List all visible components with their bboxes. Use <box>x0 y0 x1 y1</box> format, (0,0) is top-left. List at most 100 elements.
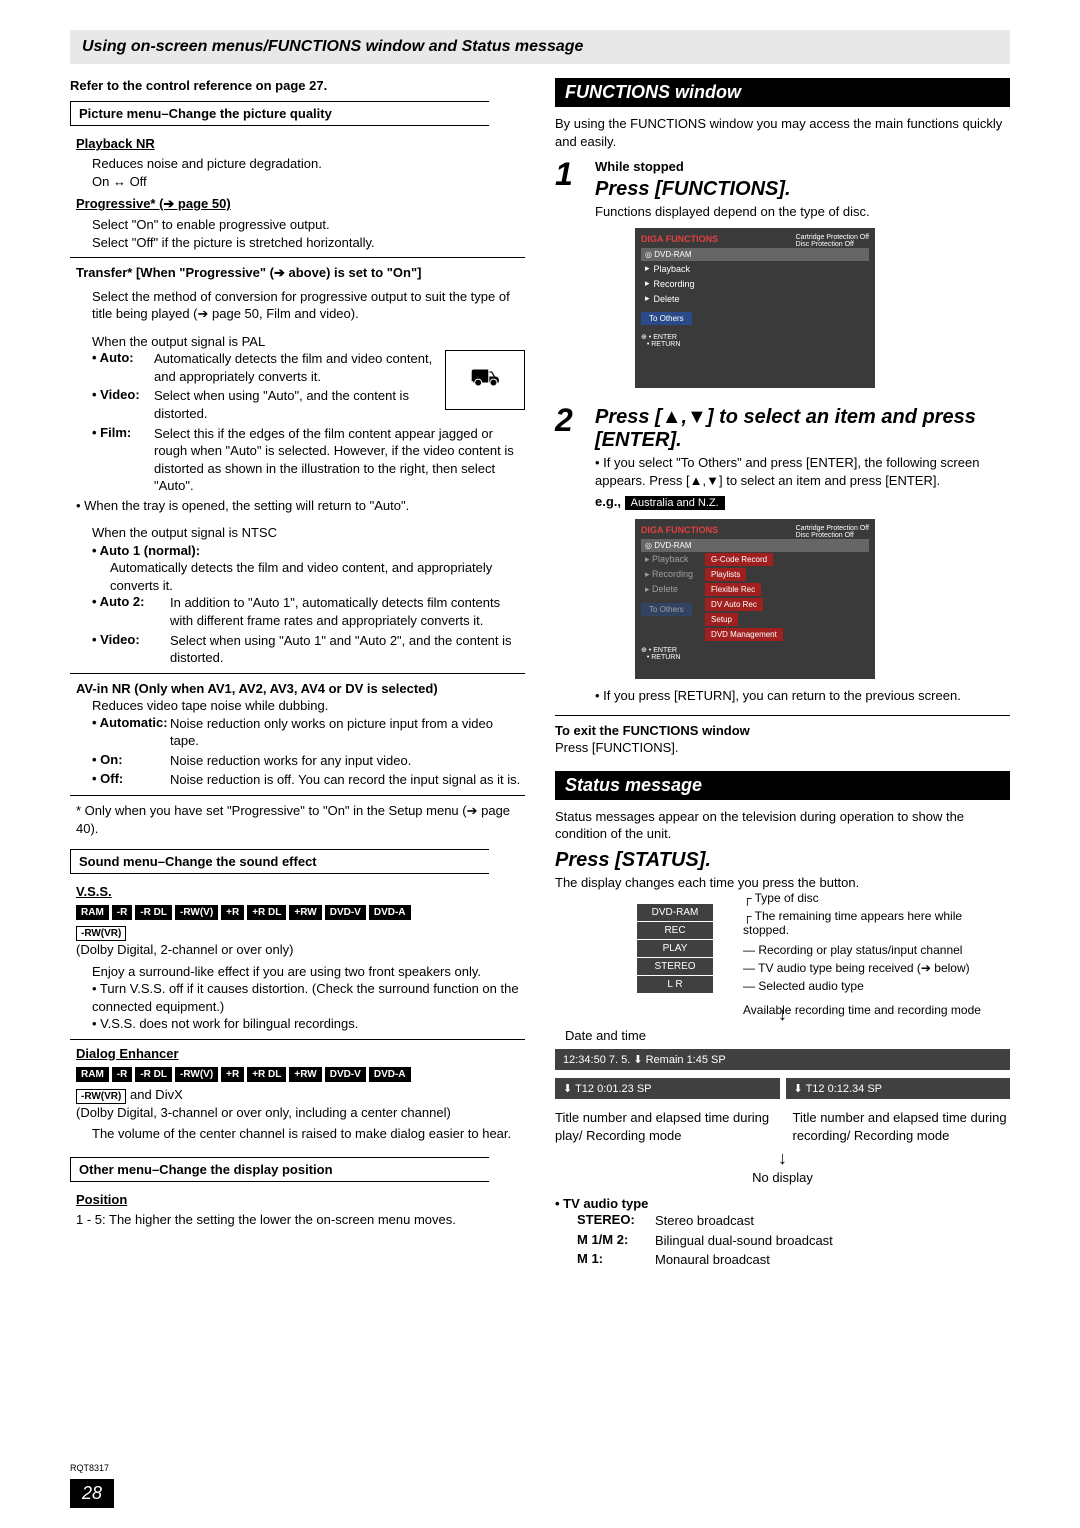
format-chip: +RW <box>289 905 321 920</box>
m1-v: Monaural broadcast <box>655 1251 1010 1269</box>
format-chip: DVD-A <box>369 1067 411 1082</box>
format-chip: +R <box>221 905 244 920</box>
stereo-l: STEREO: <box>577 1212 655 1230</box>
time-bar-2b: ⬇ T12 0:12.34 SP <box>786 1078 1011 1099</box>
functions-screenshot-1: DIGA FUNCTIONS Cartridge Protection OffD… <box>635 228 875 388</box>
label-remain: ┌ The remaining time appears here while … <box>743 909 1010 937</box>
playback-nr-opts: On ↔ Off <box>92 173 525 191</box>
format-chip: -RW(V) <box>175 1067 218 1082</box>
m12-v: Bilingual dual-sound broadcast <box>655 1232 1010 1250</box>
dialog-p1: The volume of the center channel is rais… <box>92 1125 525 1143</box>
page-header: Using on-screen menus/FUNCTIONS window a… <box>70 30 1010 64</box>
auto1-label: • Auto 1 (normal): <box>92 542 525 560</box>
transfer-title: Transfer* [When "Progressive" (➔ above) … <box>76 264 525 282</box>
tray-note: • When the tray is opened, the setting w… <box>76 497 525 515</box>
functions-screenshot-2: DIGA FUNCTIONS Cartridge Protection OffD… <box>635 519 875 679</box>
progressive-title: Progressive* (➔ page 50) <box>76 196 525 212</box>
format-chip: +R DL <box>247 905 286 920</box>
m12-l: M 1/M 2: <box>577 1232 655 1250</box>
m1-l: M 1: <box>577 1251 655 1269</box>
display-box: REC <box>637 922 713 939</box>
transfer-body: Select the method of conversion for prog… <box>92 288 525 323</box>
auto2-body: In addition to "Auto 1", automatically d… <box>170 594 525 629</box>
format-chip: -R DL <box>135 1067 172 1082</box>
progressive-l2: Select "Off" if the picture is stretched… <box>92 234 525 252</box>
time-bar-2a: ⬇ T12 0:01.23 SP <box>555 1078 780 1099</box>
format-chip: +R <box>221 1067 244 1082</box>
automatic-label: • Automatic: <box>92 715 170 750</box>
no-display: No display <box>555 1169 1010 1187</box>
format-chip: +R DL <box>247 1067 286 1082</box>
picture-menu-bar: Picture menu–Change the picture quality <box>70 101 489 126</box>
format-chip: DVD-V <box>325 1067 366 1082</box>
press-functions: Press [FUNCTIONS]. <box>595 178 1010 201</box>
press-select: Press [▲,▼] to select an item and press … <box>595 406 1010 452</box>
display-box: L R <box>637 976 713 993</box>
step2-b2: • If you press [RETURN], you can return … <box>595 687 1010 705</box>
vss-b2: • V.S.S. does not work for bilingual rec… <box>92 1015 525 1033</box>
film-body: Select this if the edges of the film con… <box>154 425 525 495</box>
label-tv: — TV audio type being received (➔ below) <box>743 961 970 975</box>
ntsc-title: When the output signal is NTSC <box>92 524 525 542</box>
progressive-footnote: * Only when you have set "Progressive" t… <box>76 802 525 837</box>
progressive-l1: Select "On" to enable progressive output… <box>92 216 525 234</box>
vss-chips: RAM-R-R DL-RW(V)+R+R DL+RWDVD-VDVD-A <box>76 905 525 920</box>
display-box: STEREO <box>637 958 713 975</box>
tv-audio-title: • TV audio type <box>555 1195 1010 1213</box>
playback-nr-body: Reduces noise and picture degradation. <box>92 155 525 173</box>
format-chip: -R DL <box>135 905 172 920</box>
auto-label: • Auto: <box>92 350 154 385</box>
step-2-num: 2 <box>555 404 585 704</box>
other-menu-bar: Other menu–Change the display position <box>70 1157 489 1182</box>
video-label: • Video: <box>92 387 154 422</box>
dialog-note: (Dolby Digital, 3-channel or over only, … <box>76 1104 525 1122</box>
exit-body: Press [FUNCTIONS]. <box>555 739 1010 757</box>
auto1-body: Automatically detects the film and video… <box>110 559 525 594</box>
status-message-bar: Status message <box>555 771 1010 800</box>
stereo-v: Stereo broadcast <box>655 1212 1010 1230</box>
step2-b1: • If you select "To Others" and press [E… <box>595 454 1010 489</box>
vss-chip-extra: -RW(VR) <box>76 926 126 941</box>
off-body: Noise reduction is off. You can record t… <box>170 771 525 789</box>
dialog-extra-chip: -RW(VR) <box>76 1089 126 1104</box>
dialog-extra: and DivX <box>130 1087 183 1102</box>
label-rec: — Recording or play status/input channel <box>743 943 962 957</box>
playback-nr-title: Playback NR <box>76 136 525 151</box>
display-box: DVD-RAM <box>637 904 713 921</box>
on-body: Noise reduction works for any input vide… <box>170 752 525 770</box>
format-chip: +RW <box>289 1067 321 1082</box>
format-chip: RAM <box>76 1067 109 1082</box>
status-sub: The display changes each time you press … <box>555 874 1010 892</box>
vss-p1: Enjoy a surround-like effect if you are … <box>92 963 525 981</box>
video2-label: • Video: <box>92 632 170 667</box>
step-1-num: 1 <box>555 158 585 396</box>
functions-intro: By using the FUNCTIONS window you may ac… <box>555 115 1010 150</box>
status-intro: Status messages appear on the television… <box>555 808 1010 843</box>
eg-aus: e.g., Australia and N.Z. <box>595 493 1010 511</box>
format-chip: -R <box>112 905 133 920</box>
automatic-body: Noise reduction only works on picture in… <box>170 715 525 750</box>
position-title: Position <box>76 1192 525 1207</box>
page-number: 28 <box>70 1479 114 1508</box>
pal-title: When the output signal is PAL <box>92 333 525 351</box>
format-chip: -R <box>112 1067 133 1082</box>
format-chip: DVD-A <box>369 905 411 920</box>
label-avail: Available recording time and recording m… <box>743 1003 981 1017</box>
vss-title: V.S.S. <box>76 884 525 899</box>
right-column: FUNCTIONS window By using the FUNCTIONS … <box>555 78 1010 1271</box>
auto2-label: • Auto 2: <box>92 594 170 629</box>
while-stopped: While stopped <box>595 158 1010 176</box>
label-type: ┌ Type of disc <box>743 891 819 905</box>
left-column: Refer to the control reference on page 2… <box>70 78 525 1271</box>
dialog-chips: RAM-R-R DL-RW(V)+R+R DL+RW DVD-VDVD-A <box>76 1067 525 1082</box>
dialog-title: Dialog Enhancer <box>76 1046 525 1061</box>
time-bar-1: 12:34:50 7. 5. ⬇ Remain 1:45 SP <box>555 1049 1010 1070</box>
rqt-code: RQT8317 <box>70 1463 109 1473</box>
off-label: • Off: <box>92 771 170 789</box>
video2-body: Select when using "Auto 1" and "Auto 2",… <box>170 632 525 667</box>
avin-title: AV-in NR (Only when AV1, AV2, AV3, AV4 o… <box>76 680 525 698</box>
film-illustration: ⛟ <box>445 350 525 410</box>
vss-b1: • Turn V.S.S. off if it causes distortio… <box>92 980 525 1015</box>
on-label: • On: <box>92 752 170 770</box>
film-label: • Film: <box>92 425 154 495</box>
